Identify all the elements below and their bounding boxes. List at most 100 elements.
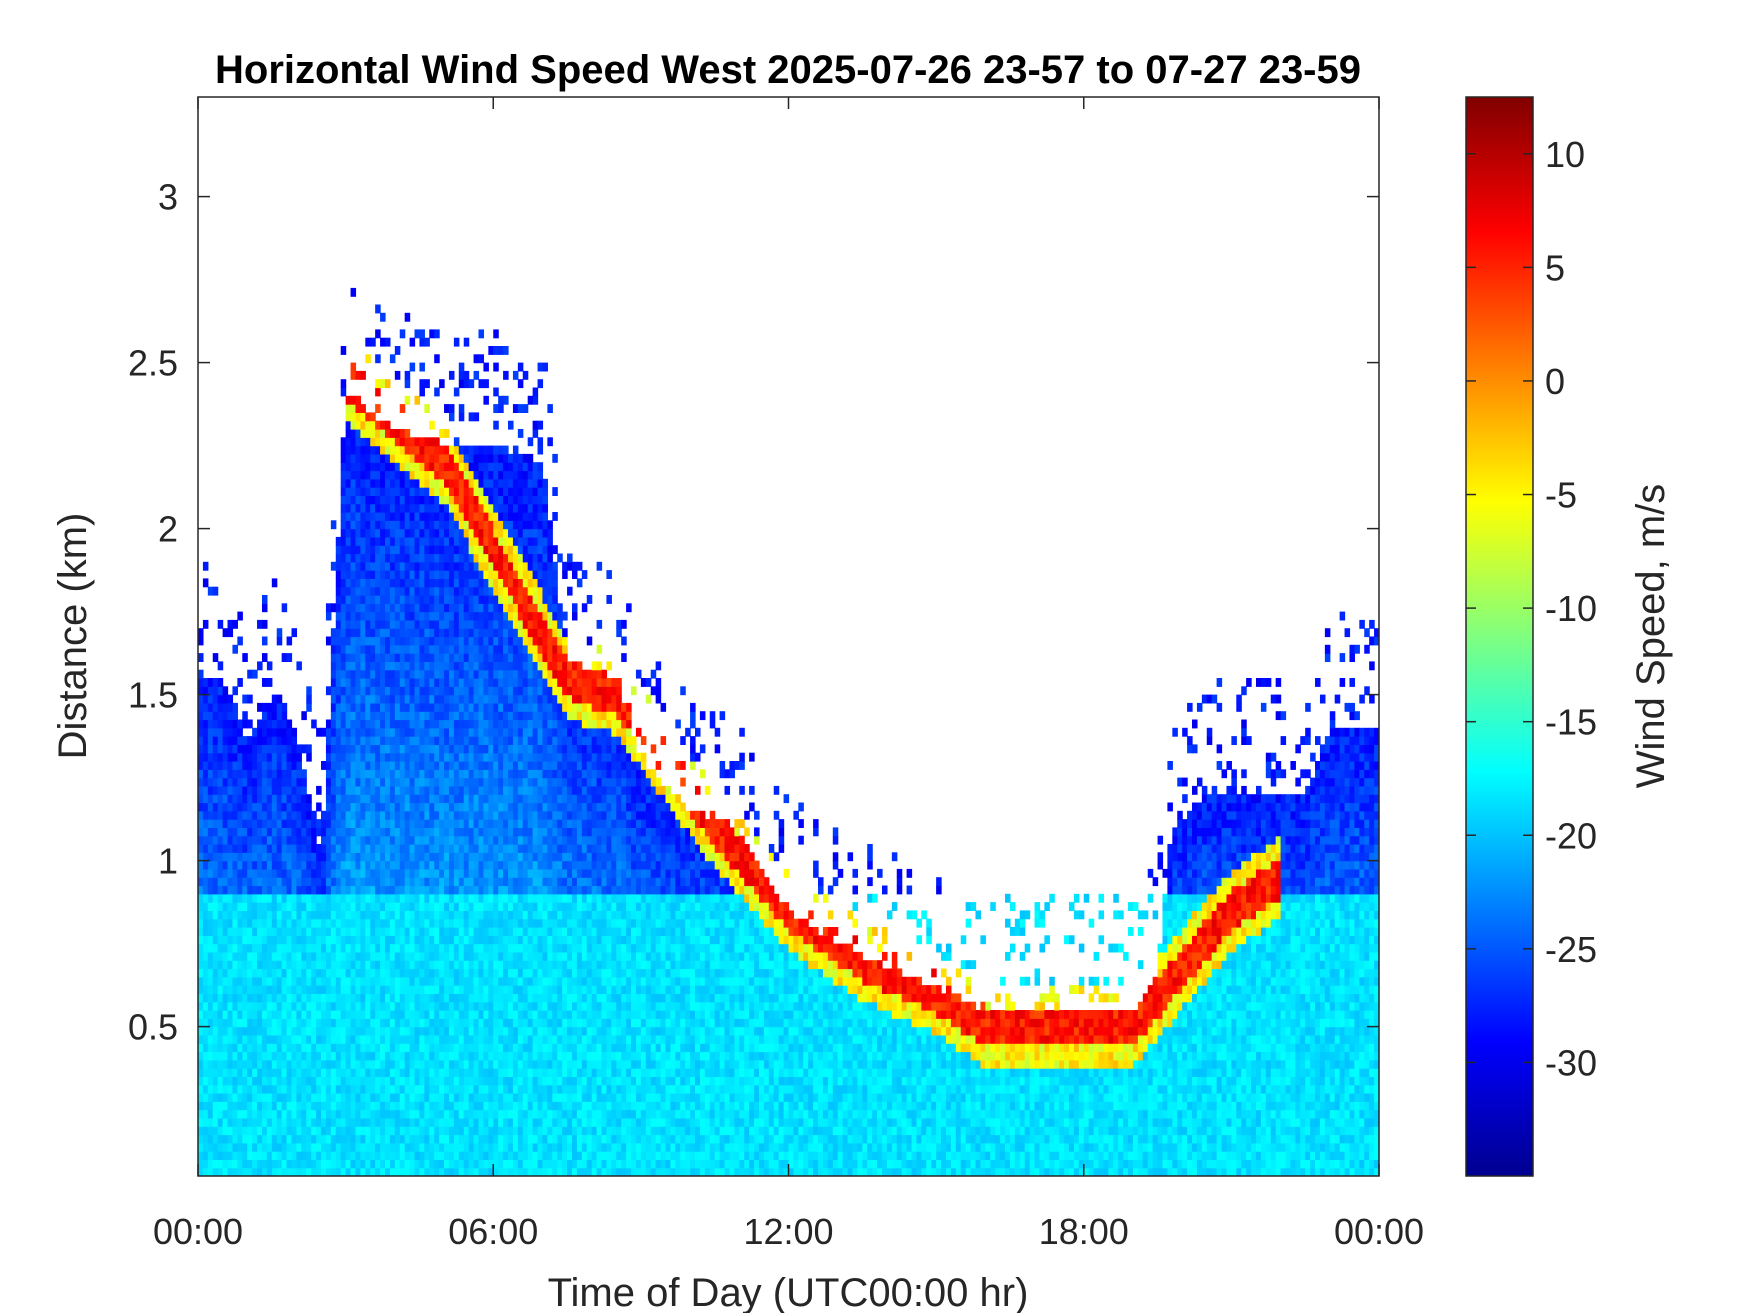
heatmap-cell xyxy=(384,769,391,779)
heatmap-cell xyxy=(266,885,273,895)
heatmap-cell xyxy=(483,985,489,994)
heatmap-cell xyxy=(419,337,425,347)
heatmap-cell xyxy=(498,744,504,754)
heatmap-cell xyxy=(498,1076,504,1086)
heatmap-cell xyxy=(237,993,243,1003)
heatmap-cell xyxy=(370,719,376,729)
heatmap-cell xyxy=(370,661,376,671)
heatmap-cell xyxy=(306,885,312,895)
heatmap-cell xyxy=(296,661,302,671)
heatmap-cell xyxy=(237,893,243,903)
heatmap-cell xyxy=(271,802,278,812)
heatmap-cell xyxy=(439,578,445,588)
heatmap-cell xyxy=(365,545,371,555)
heatmap-cell xyxy=(286,1117,293,1127)
heatmap-cell xyxy=(340,1026,347,1036)
heatmap-cell xyxy=(325,1109,332,1119)
heatmap-cell xyxy=(198,1142,204,1152)
heatmap-cell xyxy=(212,686,219,696)
heatmap-cell xyxy=(370,669,376,679)
heatmap-cell xyxy=(448,545,455,555)
heatmap-cell xyxy=(424,810,430,820)
heatmap-cell xyxy=(493,1134,499,1144)
heatmap-cell xyxy=(458,819,465,828)
heatmap-cell xyxy=(227,819,234,828)
heatmap-cell xyxy=(414,918,421,928)
heatmap-cell xyxy=(439,453,445,463)
heatmap-cell xyxy=(350,678,357,687)
heatmap-cell xyxy=(409,611,416,621)
heatmap-cell xyxy=(399,445,406,455)
heatmap-cell xyxy=(345,761,352,770)
heatmap-cell xyxy=(488,827,494,837)
heatmap-cell xyxy=(360,1109,366,1119)
heatmap-cell xyxy=(227,844,234,853)
heatmap-cell xyxy=(409,868,416,878)
heatmap-cell xyxy=(478,736,485,745)
heatmap-cell xyxy=(424,337,430,347)
heatmap-cell xyxy=(399,1093,406,1102)
heatmap-cell xyxy=(468,628,475,638)
heatmap-cell xyxy=(434,1084,440,1094)
heatmap-cell xyxy=(350,810,357,820)
heatmap-cell xyxy=(330,1142,337,1152)
heatmap-cell xyxy=(198,1018,204,1028)
heatmap-cell xyxy=(325,1134,332,1144)
heatmap-cell xyxy=(453,694,460,704)
heatmap-cell xyxy=(365,985,371,994)
heatmap-cell xyxy=(419,362,425,372)
heatmap-cell xyxy=(261,1151,268,1160)
heatmap-cell xyxy=(409,628,416,638)
heatmap-cell xyxy=(325,794,332,804)
heatmap-cell xyxy=(448,835,455,845)
heatmap-cell xyxy=(340,727,347,737)
heatmap-cell xyxy=(478,644,485,654)
heatmap-cell xyxy=(355,370,361,380)
heatmap-cell xyxy=(404,968,411,978)
heatmap-cell xyxy=(212,1084,219,1094)
heatmap-cell xyxy=(384,1026,391,1036)
heatmap-cell xyxy=(345,603,352,613)
heatmap-cell xyxy=(488,918,494,928)
heatmap-cell xyxy=(414,1034,421,1044)
heatmap-cell xyxy=(399,586,406,596)
heatmap-cell xyxy=(478,993,485,1003)
heatmap-cell xyxy=(473,918,480,928)
heatmap-cell xyxy=(370,595,376,604)
heatmap-cell xyxy=(286,985,293,994)
heatmap-cell xyxy=(355,769,361,779)
heatmap-cell xyxy=(247,1142,253,1152)
heatmap-cell xyxy=(237,935,243,945)
heatmap-cell xyxy=(350,669,357,679)
heatmap-cell xyxy=(483,918,489,928)
heatmap-cell xyxy=(404,1043,411,1053)
heatmap-cell xyxy=(414,835,421,845)
heatmap-cell xyxy=(345,1026,352,1036)
heatmap-cell xyxy=(483,910,489,920)
heatmap-cell xyxy=(252,1151,258,1160)
heatmap-cell xyxy=(434,885,440,895)
heatmap-cell xyxy=(207,1159,214,1169)
heatmap-cell xyxy=(237,968,243,978)
heatmap-cell xyxy=(468,1059,475,1069)
heatmap-cell xyxy=(429,1093,435,1102)
heatmap-cell xyxy=(414,694,421,704)
heatmap-cell xyxy=(276,893,283,903)
heatmap-cell xyxy=(257,785,263,795)
heatmap-cell xyxy=(360,943,366,953)
heatmap-cell xyxy=(340,470,347,480)
heatmap-cell xyxy=(321,819,327,828)
heatmap-cell xyxy=(488,968,494,978)
heatmap-cell xyxy=(261,678,268,687)
heatmap-cell xyxy=(503,512,509,521)
heatmap-cell xyxy=(424,495,430,505)
heatmap-cell xyxy=(345,1126,352,1136)
heatmap-cell xyxy=(458,827,465,837)
heatmap-cell xyxy=(345,927,352,936)
heatmap-cell xyxy=(399,545,406,555)
heatmap-cell xyxy=(468,918,475,928)
heatmap-cell xyxy=(360,785,366,795)
heatmap-cell xyxy=(375,445,381,455)
heatmap-cell xyxy=(498,661,504,671)
heatmap-cell xyxy=(409,470,416,480)
